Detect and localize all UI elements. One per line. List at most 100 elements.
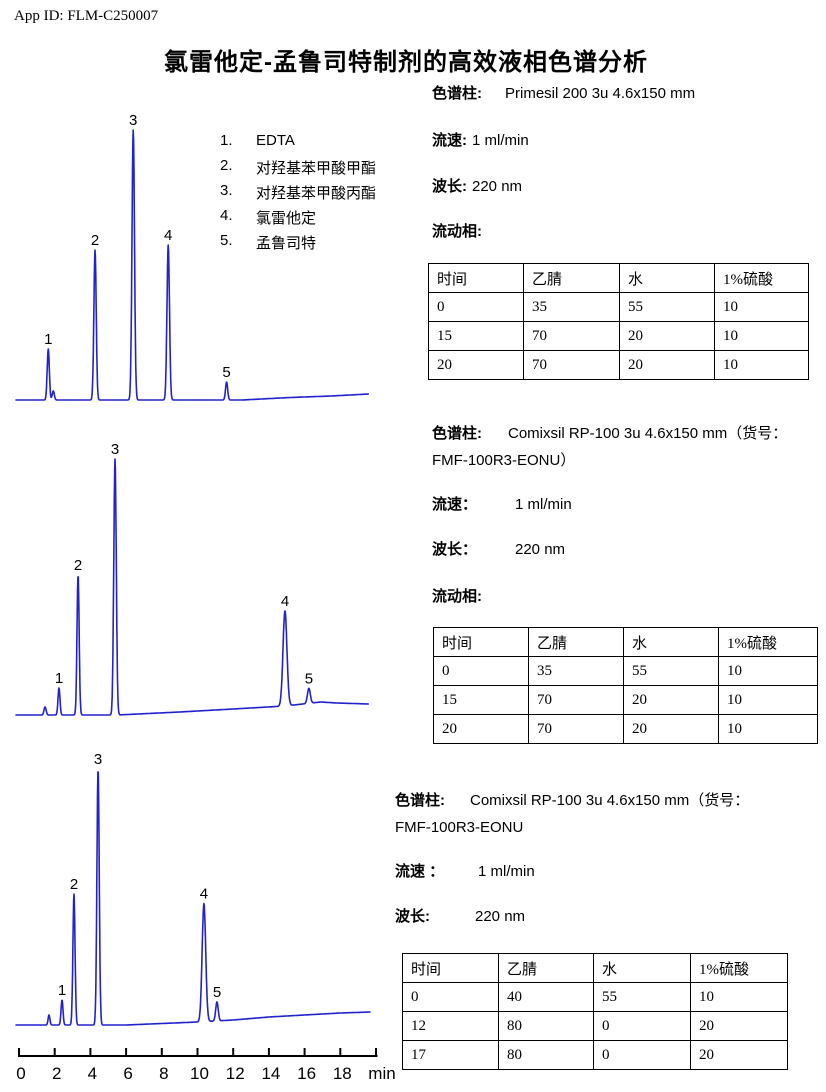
column-spec-line: 色谱柱: Comixsil RP-100 3u 4.6x150 mm（货号： <box>395 791 749 811</box>
x-axis-tick-label: 6 <box>123 1064 132 1083</box>
wavelength-line: 波长： 220 nm <box>432 540 565 560</box>
table-header-cell: 1%硫酸 <box>714 263 809 293</box>
table-header-cell: 时间 <box>433 627 529 657</box>
trace-line <box>15 458 370 716</box>
page-title: 氯雷他定-孟鲁司特制剂的高效液相色谱分析 <box>164 49 648 76</box>
x-axis-tick-label: 4 <box>88 1064 97 1083</box>
legend-item: 4. 氯雷他定 <box>220 207 376 232</box>
peak-label: 1 <box>44 331 52 348</box>
table-cell: 10 <box>714 350 809 380</box>
table-cell: 10 <box>718 714 818 744</box>
table-cell: 0 <box>593 1040 691 1070</box>
peak-label: 1 <box>55 670 63 687</box>
table-cell: 20 <box>619 321 715 351</box>
trace-line <box>15 771 372 1026</box>
wavelength-line: 波长: 220 nm <box>395 907 525 927</box>
peak-label: 4 <box>281 593 289 610</box>
peak-label: 1 <box>58 982 66 999</box>
flow-label: 流速： <box>432 496 478 513</box>
table-cell: 70 <box>528 685 624 715</box>
legend-label: 对羟基苯甲酸丙酯 <box>256 185 377 202</box>
flow-value: 1 ml/min <box>515 496 572 513</box>
table-row: 0 40 55 10 <box>402 982 788 1012</box>
table-row: 17 80 0 20 <box>402 1040 788 1070</box>
table-cell: 0 <box>433 656 529 686</box>
table-cell: 15 <box>433 685 529 715</box>
table-header-cell: 时间 <box>428 263 524 293</box>
peak-label: 4 <box>200 886 208 903</box>
table-cell: 10 <box>718 656 818 686</box>
legend-item: 1. EDTA <box>220 132 376 157</box>
wavelength-value: 220 nm <box>472 178 523 195</box>
table-header-cell: 水 <box>593 953 691 983</box>
table-row: 15 70 20 10 <box>428 321 809 351</box>
table-cell: 20 <box>623 714 719 744</box>
table-cell: 80 <box>498 1011 594 1041</box>
table-cell: 10 <box>714 292 809 322</box>
table-cell: 10 <box>690 982 788 1012</box>
x-axis-tick-label: 2 <box>52 1064 61 1083</box>
peak-legend: 1. EDTA 2. 对羟基苯甲酸甲酯 3. 对羟基苯甲酸丙酯 4. 氯雷他定 … <box>220 132 376 257</box>
legend-number: 2. <box>220 157 233 174</box>
table-cell: 40 <box>498 982 594 1012</box>
x-axis-tick-label: 12 <box>226 1064 245 1083</box>
table-cell: 20 <box>690 1040 788 1070</box>
column-spec-line-2: FMF-100R3-EONU <box>395 818 523 838</box>
flow-rate-line: 流速： 1 ml/min <box>432 495 572 515</box>
mobile-phase-table-1: 时间 乙腈水 1%硫酸 0 35 55 10 15 70 20 10 20 70 20 10 <box>428 263 809 380</box>
table-header-cell: 水 <box>623 627 719 657</box>
peak-label: 2 <box>91 232 99 249</box>
peak-label: 3 <box>111 441 119 458</box>
wavelength-line: 波长: 220 nm <box>432 177 522 197</box>
table-cell: 55 <box>623 656 719 686</box>
x-axis-tick-label: 0 <box>16 1064 25 1083</box>
table-row: 时间 乙腈水 1%硫酸 <box>402 953 788 983</box>
legend-item: 5. 孟鲁司特 <box>220 232 376 257</box>
trace-line <box>15 129 370 401</box>
column-value: Comixsil RP-100 3u 4.6x150 mm（货号： <box>470 792 750 809</box>
chromatogram-1: 1 2 3 4 5 <box>15 112 370 401</box>
table-row: 0 35 55 10 <box>433 656 818 686</box>
table-cell: 10 <box>718 685 818 715</box>
legend-number: 1. <box>220 132 233 149</box>
flow-label: 流速 ： <box>395 863 445 880</box>
table-cell: 55 <box>619 292 715 322</box>
peak-label: 5 <box>222 364 230 381</box>
table-header-cell: 水 <box>619 263 715 293</box>
table-row: 15 70 20 10 <box>433 685 818 715</box>
x-axis-tick-label: 8 <box>159 1064 168 1083</box>
x-axis-tick-label: 14 <box>261 1064 280 1083</box>
peak-label: 2 <box>74 557 82 574</box>
flow-rate-line: 流速 ： 1 ml/min <box>395 862 535 882</box>
table-row: 20 70 20 10 <box>433 714 818 744</box>
table-cell: 20 <box>623 685 719 715</box>
wavelength-label: 波长: <box>395 908 430 925</box>
table-header-cell: 乙腈 <box>528 627 624 657</box>
legend-label: EDTA <box>256 132 295 149</box>
peak-label: 5 <box>213 984 221 1001</box>
column-spec-line: 色谱柱: Comixsil RP-100 3u 4.6x150 mm（货号： <box>432 424 787 444</box>
legend-number: 4. <box>220 207 233 224</box>
mobile-phase-label: 流动相: <box>432 588 482 605</box>
flow-value: 1 ml/min <box>478 863 535 880</box>
legend-label: 氯雷他定 <box>256 210 317 227</box>
table-cell: 20 <box>690 1011 788 1041</box>
table-row: 0 35 55 10 <box>428 292 809 322</box>
x-axis: 0 2 4 6 8 10 12 14 16 18 min <box>16 1048 396 1083</box>
flow-value: 1 ml/min <box>472 132 529 149</box>
flow-label: 流速: <box>432 132 467 149</box>
wavelength-label: 波长: <box>432 178 467 195</box>
table-cell: 0 <box>593 1011 691 1041</box>
table-cell: 15 <box>428 321 524 351</box>
table-cell: 35 <box>528 656 624 686</box>
table-header-cell: 1%硫酸 <box>718 627 818 657</box>
column-value-2: FMF-100R3-EONU <box>395 819 524 836</box>
flow-rate-line: 流速: 1 ml/min <box>432 131 529 151</box>
legend-label: 对羟基苯甲酸甲酯 <box>256 160 377 177</box>
table-row: 12 80 0 20 <box>402 1011 788 1041</box>
wavelength-value: 220 nm <box>475 908 526 925</box>
wavelength-label: 波长： <box>432 541 478 558</box>
wavelength-value: 220 nm <box>515 541 566 558</box>
table-cell: 20 <box>433 714 529 744</box>
